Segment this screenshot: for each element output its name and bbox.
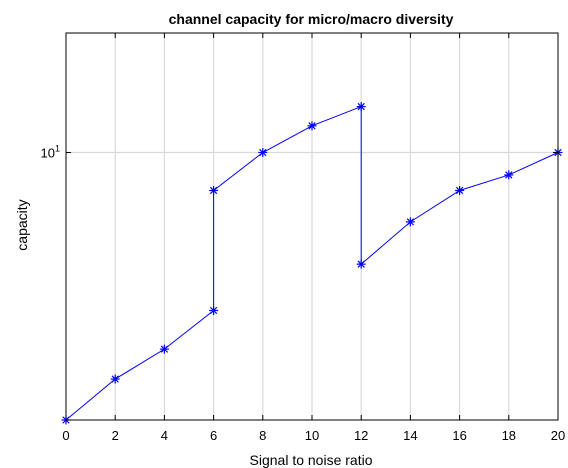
data-point-marker	[209, 305, 219, 315]
x-tick-label: 12	[354, 428, 368, 443]
x-tick-label: 8	[259, 428, 266, 443]
data-point-marker	[504, 170, 514, 180]
data-point-marker	[209, 185, 219, 195]
x-tick-label: 14	[403, 428, 417, 443]
ticks: 0 2 4 6 8 10 12 14 16 18 20 101	[41, 33, 565, 443]
x-tick-label: 18	[502, 428, 516, 443]
y-tick-label: 101	[41, 144, 60, 161]
data-point-marker	[307, 121, 317, 131]
chart-title: channel capacity for micro/macro diversi…	[169, 11, 454, 27]
data-point-marker	[258, 148, 268, 158]
x-tick-label: 6	[210, 428, 217, 443]
data-point-marker	[159, 344, 169, 354]
series-layer	[61, 102, 563, 425]
x-tick-label: 2	[112, 428, 119, 443]
x-tick-label: 20	[551, 428, 565, 443]
x-axis-label: Signal to noise ratio	[250, 452, 373, 468]
x-tick-label: 10	[305, 428, 319, 443]
data-point-marker	[356, 102, 366, 112]
data-point-marker	[455, 185, 465, 195]
data-point-marker	[110, 374, 120, 384]
data-point-marker	[356, 259, 366, 269]
x-tick-label: 0	[62, 428, 69, 443]
y-axis-label: capacity	[14, 199, 30, 250]
x-tick-label: 16	[452, 428, 466, 443]
x-tick-label: 4	[161, 428, 168, 443]
data-point-marker	[405, 217, 415, 227]
